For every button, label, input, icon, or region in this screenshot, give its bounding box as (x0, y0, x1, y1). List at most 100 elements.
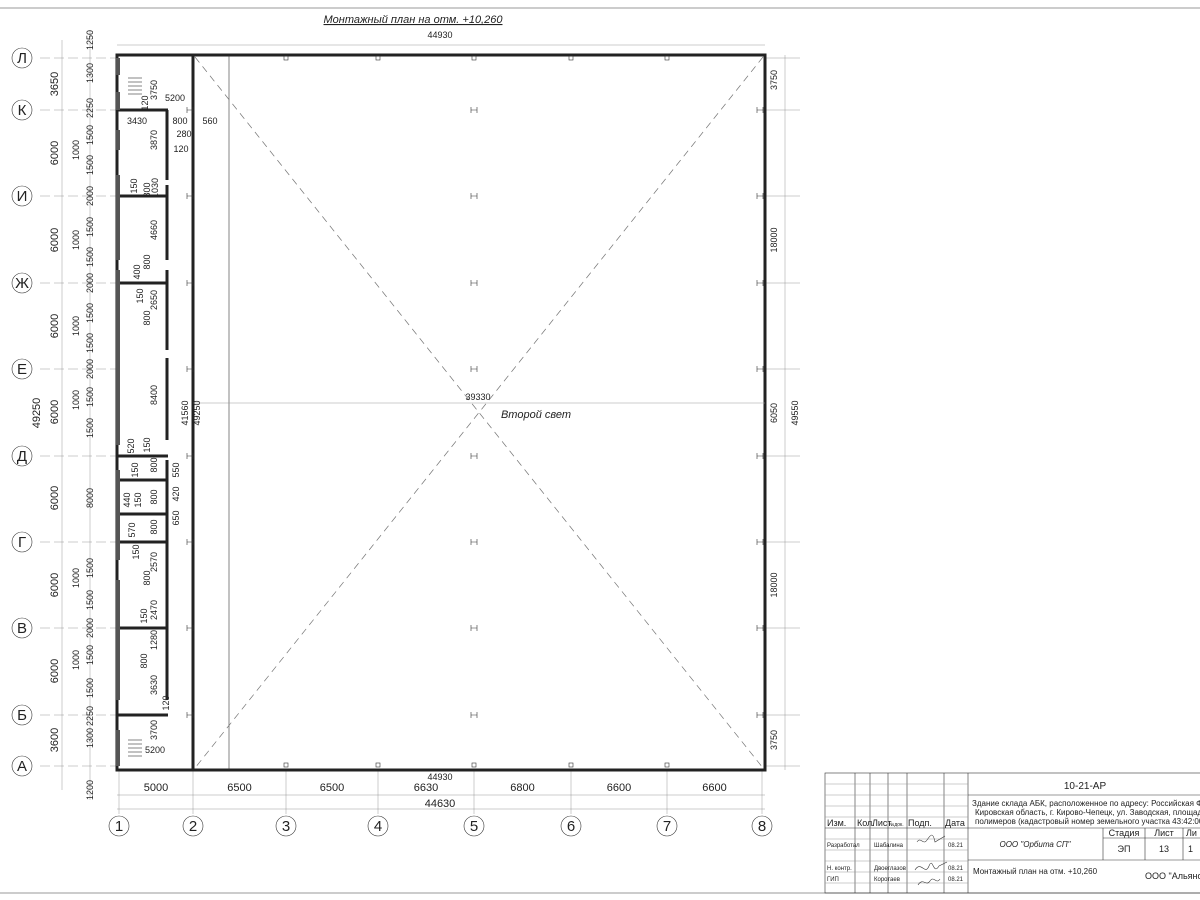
interior-dim: 3870 (149, 130, 159, 150)
row-axis-label: Л (17, 50, 27, 67)
signature-marks (914, 834, 948, 886)
left-sub-dim: 1500 (85, 247, 95, 267)
column-axis-label: 6 (567, 818, 575, 835)
interior-dim: 120 (140, 95, 150, 110)
interior-dim: 3630 (149, 675, 159, 695)
column-icon (756, 366, 764, 372)
signer-name: Шабалина (874, 843, 904, 849)
column-icon (756, 539, 764, 545)
interior-dim: 150 (135, 288, 145, 303)
interior-dim: 440 (122, 492, 132, 507)
column-icon (186, 107, 194, 113)
interior-dim: 3750 (149, 80, 159, 100)
interior-dim: 800 (139, 653, 149, 668)
interior-dim: 800 (149, 519, 159, 534)
interior-dim: 2470 (149, 600, 159, 620)
axis-bubble (751, 815, 773, 837)
row-axis-label: Б (17, 707, 27, 724)
column-icon (470, 107, 478, 113)
interior-dim: 3430 (127, 116, 147, 126)
interior-dim: 800 (142, 182, 152, 197)
opening-dim: 1000 (71, 568, 81, 588)
column-axis-label: 2 (189, 818, 197, 835)
column-axis-label: 8 (758, 818, 766, 835)
left-sub-dim: 1500 (85, 303, 95, 323)
row-axis-label: В (17, 620, 27, 637)
column-icon (756, 453, 764, 459)
designer-org: ООО "Орбита СП" (999, 840, 1071, 849)
interior-dim: 1280 (149, 630, 159, 650)
sheets-label: Ли (1186, 828, 1197, 838)
dim-overall-bottom: 44930 (427, 772, 452, 782)
sign-date: 08.21 (948, 877, 964, 883)
column-icon (470, 625, 478, 631)
interior-dim: 150 (131, 544, 141, 559)
column-axis-label: 3 (282, 818, 290, 835)
interior-dim: 520 (126, 438, 136, 453)
title-block-header: Кол. (857, 818, 875, 828)
interior-dim: 420 (171, 486, 181, 501)
signer-role: ГИП (827, 877, 839, 883)
left-sub-dim: 1500 (85, 590, 95, 610)
axis-bubble (367, 815, 389, 837)
interior-dim: 150 (142, 437, 152, 452)
column-icon (186, 366, 194, 372)
row-axis-label: И (17, 188, 28, 205)
column-icon (756, 280, 764, 286)
interior-dim: 280 (176, 129, 191, 139)
axis-bubble (11, 185, 33, 207)
interior-dim: 8400 (149, 385, 159, 405)
second-light-diagonal (194, 56, 764, 769)
column-icon (375, 55, 381, 61)
left-sub-dim: 1500 (85, 678, 95, 698)
column-axis-label: 7 (663, 818, 671, 835)
interior-dim: 1030 (150, 178, 160, 198)
axis-bubble (11, 704, 33, 726)
interior-dim: 800 (142, 570, 152, 585)
column-icon (470, 539, 478, 545)
stage-value: ЭП (1118, 844, 1131, 854)
left-sub-dim: 1500 (85, 645, 95, 665)
column-icon (470, 366, 478, 372)
column-icon (186, 712, 194, 718)
dim-inner-height: 49250 (192, 400, 202, 425)
interior-dim: 550 (171, 462, 181, 477)
dim-total-left: 49250 (31, 398, 43, 429)
bottom-span-dim: 5000 (144, 782, 168, 794)
right-span-dim: 3750 (769, 730, 779, 750)
left-span-dim: 6000 (49, 228, 61, 252)
interior-dim: 800 (149, 457, 159, 472)
sheet-title: Монтажный план на отм. +10,260 (973, 867, 1098, 876)
bottom-span-dim: 6500 (227, 782, 251, 794)
grid-axes: Л К И Ж Е Д Г В Б А 1 2 3 4 5 6 7 8 (11, 47, 773, 837)
left-sub-dim: 1500 (85, 558, 95, 578)
interior-dim: 150 (129, 178, 139, 193)
column-icon (756, 193, 764, 199)
column-icon (186, 453, 194, 459)
bottom-span-dim: 6600 (607, 782, 631, 794)
bottom-span-dim: 6630 (414, 782, 438, 794)
row-axis-label: Д (17, 448, 27, 465)
dim-inner-height: 41560 (180, 400, 190, 425)
column-icon (186, 539, 194, 545)
column-icon (756, 107, 764, 113)
column-icon (375, 762, 381, 768)
axis-bubble (108, 815, 130, 837)
outer-wall (115, 53, 767, 772)
left-sub-dim: 2000 (85, 618, 95, 638)
interior-dim: 2570 (149, 552, 159, 572)
column-axis-label: 1 (115, 818, 123, 835)
interior-dim: 5200 (145, 745, 165, 755)
sheet-label: Лист (1154, 828, 1174, 838)
sheet-value: 13 (1159, 844, 1169, 854)
left-sub-dim: 1500 (85, 217, 95, 237)
row-axis-label: Г (18, 534, 26, 551)
opening-dim: 1000 (71, 230, 81, 250)
column-icon (470, 280, 478, 286)
left-sub-dim: 1500 (85, 155, 95, 175)
axis-bubble (11, 272, 33, 294)
left-span-dim: 6000 (49, 486, 61, 510)
interior-dim: 800 (142, 310, 152, 325)
interior-dim: 800 (142, 254, 152, 269)
